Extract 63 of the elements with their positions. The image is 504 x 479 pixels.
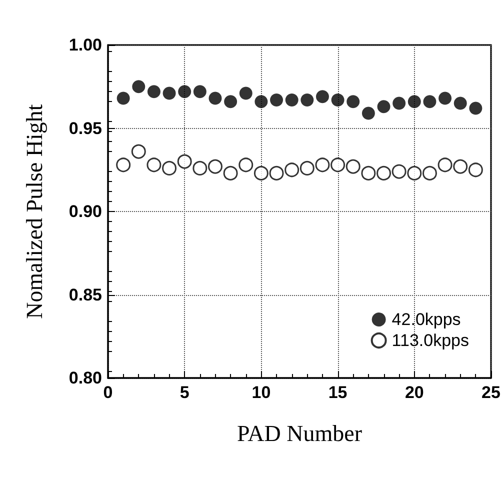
y-axis-title: Nomalized Pulse Hight xyxy=(22,104,47,319)
x-tick-label: 20 xyxy=(404,383,424,402)
x-tick-label: 10 xyxy=(252,383,271,402)
point xyxy=(468,162,483,178)
x-tick-label: 5 xyxy=(180,383,190,402)
y-tick-label: 0.90 xyxy=(68,202,102,221)
point xyxy=(300,93,314,106)
point xyxy=(131,144,146,159)
point xyxy=(162,86,176,100)
point xyxy=(422,166,437,180)
point xyxy=(438,158,452,172)
point xyxy=(316,90,329,104)
point xyxy=(300,160,314,176)
point xyxy=(193,85,206,98)
point xyxy=(285,93,298,106)
x-tick-label: 0 xyxy=(103,383,113,402)
point xyxy=(238,158,254,172)
point xyxy=(330,158,346,172)
point xyxy=(361,166,376,180)
point xyxy=(178,85,192,98)
legend-label: 113.0kpps xyxy=(392,331,470,350)
point xyxy=(438,92,452,105)
y-tick-label: 0.80 xyxy=(68,368,102,388)
point xyxy=(362,106,375,120)
point xyxy=(132,80,146,94)
x-axis-title: PAD Number xyxy=(236,421,362,446)
point xyxy=(224,95,238,108)
point xyxy=(315,158,330,172)
point xyxy=(376,166,392,180)
point xyxy=(407,166,422,180)
point xyxy=(453,159,468,174)
point xyxy=(116,92,130,105)
point xyxy=(239,86,252,100)
y-tick-label: 0.85 xyxy=(68,285,102,304)
point xyxy=(192,160,208,176)
point xyxy=(147,85,160,98)
point xyxy=(454,96,467,110)
point xyxy=(423,95,436,108)
y-tick-label: 0.95 xyxy=(68,118,102,138)
x-tick-label: 15 xyxy=(328,383,348,402)
point xyxy=(162,160,177,176)
point xyxy=(208,92,222,105)
point xyxy=(331,93,344,106)
point xyxy=(284,162,300,178)
point xyxy=(254,95,268,108)
point xyxy=(392,164,406,179)
point xyxy=(269,166,284,180)
point xyxy=(270,93,284,106)
point xyxy=(469,102,482,115)
point xyxy=(146,158,162,172)
point xyxy=(377,100,390,114)
point xyxy=(223,166,238,180)
point xyxy=(177,154,192,169)
point xyxy=(346,95,360,108)
y-tick-label: 1.00 xyxy=(68,36,102,54)
legend-label: 42.0kpps xyxy=(392,310,461,329)
point xyxy=(254,166,268,180)
point xyxy=(392,96,406,110)
point xyxy=(208,159,222,174)
point xyxy=(408,95,421,108)
point xyxy=(346,159,360,174)
point xyxy=(116,158,131,172)
x-tick-label: 25 xyxy=(482,383,500,402)
